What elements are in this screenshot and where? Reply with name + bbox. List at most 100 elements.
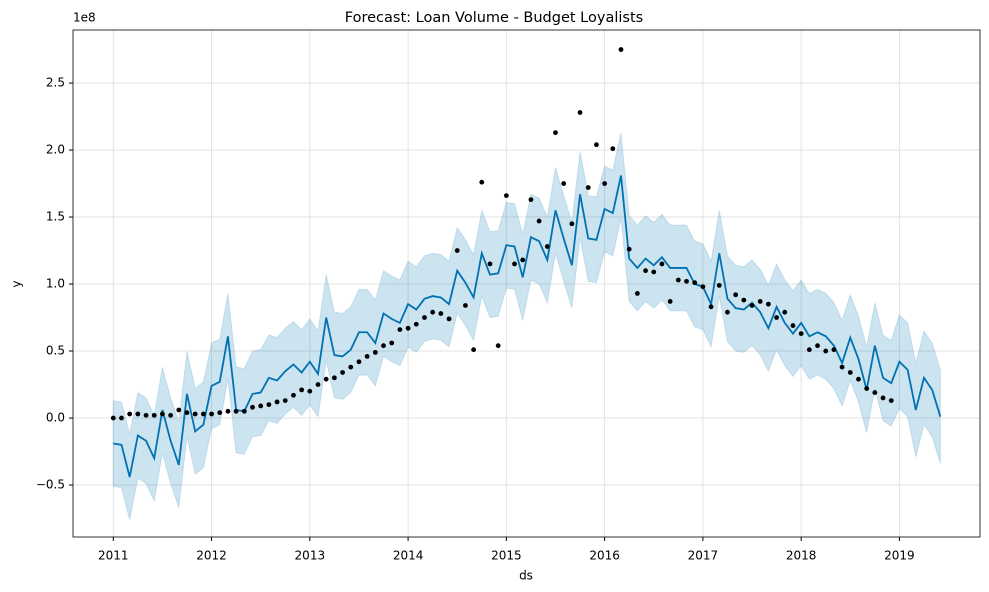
observed-point xyxy=(585,185,591,190)
observed-point xyxy=(798,331,804,337)
chart-title: Forecast: Loan Volume - Budget Loyalists xyxy=(345,10,643,26)
observed-point xyxy=(291,392,296,398)
y-tick-label: −0.5 xyxy=(36,478,65,492)
observed-point xyxy=(749,303,755,308)
y-tick-label: 2.0 xyxy=(46,143,65,157)
observed-point xyxy=(594,142,599,148)
observed-point xyxy=(225,408,231,414)
observed-point xyxy=(667,299,673,304)
observed-point xyxy=(823,348,829,354)
plot-frame xyxy=(72,29,981,538)
observed-point xyxy=(479,179,485,185)
observed-point xyxy=(536,218,542,224)
observed-point xyxy=(430,309,436,315)
observed-point xyxy=(405,325,411,331)
observed-point xyxy=(782,309,788,315)
observed-point xyxy=(250,404,255,410)
observed-point xyxy=(209,411,214,417)
observed-point xyxy=(774,315,779,320)
observed-point xyxy=(725,309,730,315)
observed-point xyxy=(119,415,124,421)
observed-point xyxy=(815,343,820,349)
observed-point xyxy=(610,146,616,152)
observed-point xyxy=(127,411,133,417)
x-axis-label: ds xyxy=(519,569,533,583)
observed-point xyxy=(381,343,386,349)
observed-point xyxy=(233,408,239,414)
y-tick-label: 0.5 xyxy=(46,344,65,358)
observed-point xyxy=(397,327,403,332)
observed-point xyxy=(651,269,657,275)
observed-point xyxy=(340,370,345,375)
uncertainty-band xyxy=(112,132,941,520)
x-tick-label: 2018 xyxy=(786,549,817,563)
observed-point xyxy=(880,395,886,401)
observed-point xyxy=(184,410,190,416)
y-tick-label: 2.5 xyxy=(46,76,65,90)
observed-point xyxy=(299,387,305,393)
x-tick-label: 2015 xyxy=(491,549,522,563)
observed-point xyxy=(790,323,796,328)
observed-point xyxy=(274,399,280,405)
observed-point xyxy=(503,193,509,199)
x-tick-label: 2011 xyxy=(98,549,129,563)
observed-point xyxy=(602,181,608,186)
observed-point xyxy=(520,257,526,263)
observed-point xyxy=(160,411,165,417)
y-tick-label: 0.0 xyxy=(46,411,65,425)
observed-point xyxy=(733,292,739,298)
y-offset-label: 1e8 xyxy=(73,11,96,25)
observed-point xyxy=(618,47,624,52)
observed-point xyxy=(241,408,247,414)
observed-point xyxy=(438,311,444,316)
observed-point xyxy=(176,407,182,413)
observed-point xyxy=(692,280,698,286)
observed-point xyxy=(413,321,419,327)
observed-point xyxy=(323,376,329,382)
y-axis-label: y xyxy=(10,280,24,287)
observed-point xyxy=(372,349,378,355)
observed-point xyxy=(143,412,149,418)
observed-point xyxy=(512,261,517,267)
observed-point xyxy=(364,353,370,359)
observed-point xyxy=(422,315,427,320)
x-tick-label: 2014 xyxy=(393,549,424,563)
observed-point xyxy=(626,246,632,252)
observed-point xyxy=(446,316,452,322)
observed-point xyxy=(675,277,681,283)
y-tick-label: 1.5 xyxy=(46,210,65,224)
observed-point xyxy=(716,282,722,288)
observed-point xyxy=(561,181,567,186)
observed-point xyxy=(765,301,771,307)
observed-point xyxy=(217,410,223,416)
observed-point xyxy=(307,388,313,394)
observed-point xyxy=(757,299,763,304)
observed-point xyxy=(806,347,812,353)
observed-point xyxy=(659,261,665,267)
observed-point xyxy=(168,412,174,418)
observed-point xyxy=(471,347,476,353)
observed-point xyxy=(266,402,272,408)
observed-point xyxy=(684,278,689,284)
observed-point xyxy=(643,268,648,274)
observed-point xyxy=(856,376,861,382)
observed-point xyxy=(847,370,853,375)
observed-point xyxy=(151,412,157,418)
observed-point xyxy=(831,347,837,353)
observed-point xyxy=(634,291,640,296)
observed-point xyxy=(872,390,878,395)
forecast-line xyxy=(113,175,942,478)
observed-point xyxy=(708,304,714,310)
x-tick-label: 2012 xyxy=(196,549,227,563)
observed-point xyxy=(282,398,288,404)
observed-point xyxy=(888,398,894,404)
observed-point xyxy=(569,221,575,227)
observed-point xyxy=(700,284,706,290)
observed-point xyxy=(110,415,116,421)
observed-point xyxy=(495,343,501,349)
observed-point xyxy=(135,411,141,417)
observed-point xyxy=(528,197,534,203)
x-tick-label: 2017 xyxy=(688,549,719,563)
observed-point xyxy=(553,130,558,136)
